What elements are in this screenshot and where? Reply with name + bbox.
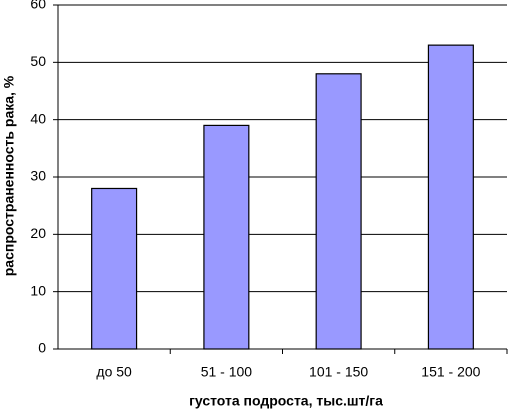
y-tick-label: 60 xyxy=(30,0,46,12)
bar xyxy=(315,73,362,350)
y-tick-label: 0 xyxy=(38,340,46,356)
bar xyxy=(91,187,138,350)
y-tick-label: 50 xyxy=(30,53,46,69)
y-tick-label: 40 xyxy=(30,110,46,126)
x-tick-label: 51 - 100 xyxy=(201,364,253,380)
y-tick-label: 10 xyxy=(30,282,46,298)
x-axis-title: густота подроста, тыс.шт/га xyxy=(189,393,383,409)
x-tick-label: 101 - 150 xyxy=(309,364,368,380)
bar xyxy=(203,124,250,350)
x-tick-label: 151 - 200 xyxy=(421,364,480,380)
y-axis-title: распространенность рака, % xyxy=(1,75,17,276)
bar xyxy=(427,44,474,350)
y-tick-label: 30 xyxy=(30,168,46,184)
x-tick-label: до 50 xyxy=(96,364,132,380)
y-tick-label: 20 xyxy=(30,225,46,241)
